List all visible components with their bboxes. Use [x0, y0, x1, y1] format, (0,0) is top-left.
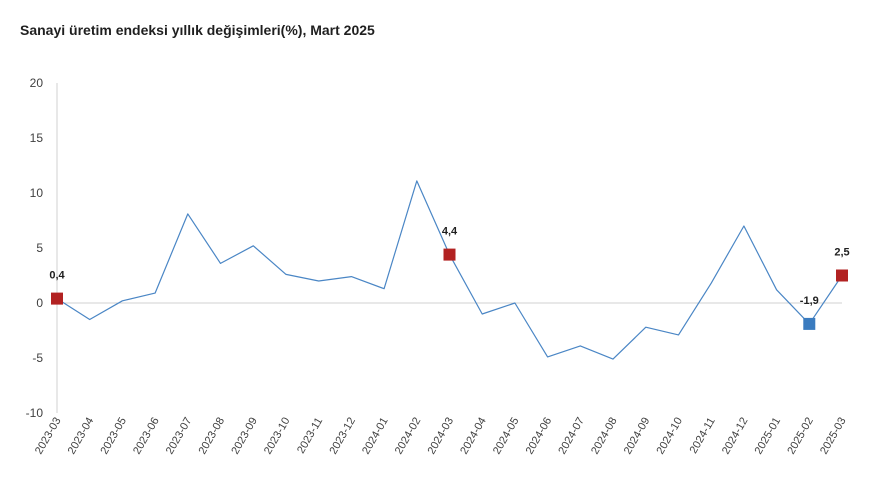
- y-tick-label: 5: [36, 241, 43, 255]
- x-tick-label: 2023-05: [98, 416, 129, 457]
- x-tick-label: 2025-03: [818, 416, 849, 457]
- x-tick-label: 2023-07: [164, 416, 195, 457]
- y-tick-label: -5: [32, 351, 43, 365]
- x-tick-label: 2024-03: [426, 416, 457, 457]
- x-tick-label: 2023-04: [66, 416, 97, 457]
- highlight-marker: [836, 269, 848, 282]
- data-label: 2,5: [834, 247, 849, 259]
- x-tick-label: 2024-12: [720, 416, 751, 457]
- chart-title: Sanayi üretim endeksi yıllık değişimleri…: [20, 22, 375, 38]
- data-label: -1,9: [800, 295, 819, 307]
- x-tick-label: 2024-10: [654, 416, 685, 457]
- x-tick-label: 2023-06: [131, 416, 162, 457]
- highlight-marker: [803, 317, 816, 330]
- highlight-marker: [51, 292, 63, 305]
- y-tick-label: 15: [30, 131, 44, 145]
- x-tick-label: 2024-01: [360, 416, 391, 457]
- x-tick-label: 2024-08: [589, 416, 620, 457]
- y-tick-label: -10: [26, 406, 44, 420]
- x-tick-label: 2025-01: [753, 416, 784, 457]
- x-tick-label: 2024-09: [622, 416, 653, 457]
- y-tick-label: 10: [30, 186, 44, 200]
- x-tick-label: 2023-10: [262, 416, 293, 457]
- x-tick-label: 2023-03: [33, 416, 64, 457]
- x-tick-label: 2024-07: [556, 416, 587, 457]
- x-tick-label: 2023-09: [229, 416, 260, 457]
- series-line: [56, 180, 843, 360]
- y-tick-label: 0: [36, 296, 43, 310]
- x-tick-label: 2025-02: [785, 416, 816, 457]
- x-tick-label: 2023-11: [295, 416, 325, 456]
- series: [56, 180, 843, 360]
- data-labels: 0,4 4,4 -1,9 2,5: [49, 226, 849, 307]
- data-label: 0,4: [49, 270, 65, 282]
- x-tick-label: 2024-02: [393, 416, 424, 457]
- x-tick-label: 2024-11: [688, 416, 718, 456]
- x-tick-label: 2023-08: [197, 416, 228, 457]
- x-tick-label: 2024-04: [458, 416, 489, 457]
- markers: [51, 248, 848, 330]
- x-tick-label: 2024-06: [524, 416, 555, 457]
- x-tick-label: 2023-12: [327, 416, 358, 457]
- highlight-marker: [443, 248, 456, 261]
- data-label: 4,4: [442, 226, 458, 238]
- x-tick-label: 2024-05: [491, 416, 522, 457]
- y-tick-label: 20: [30, 76, 44, 90]
